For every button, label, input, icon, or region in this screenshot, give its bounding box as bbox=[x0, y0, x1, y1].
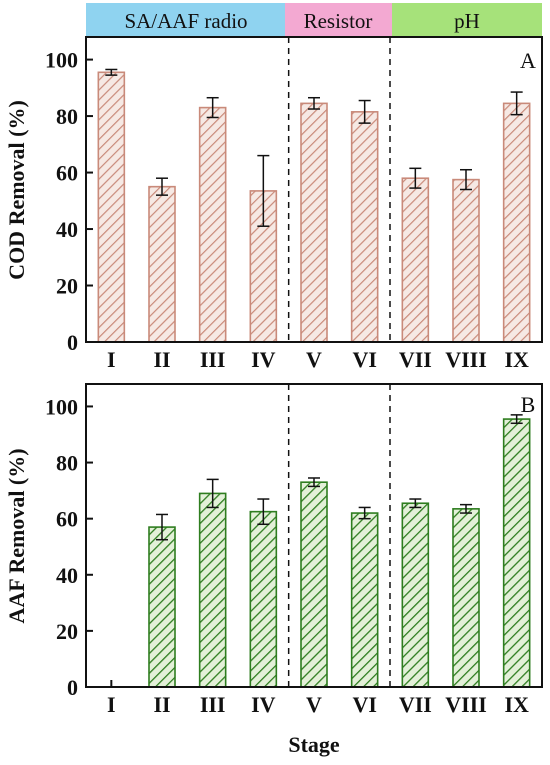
aaf-bar-VII bbox=[401, 502, 430, 688]
cod-y-tick-label: 100 bbox=[45, 48, 78, 73]
cod-bar-VIII bbox=[452, 178, 480, 343]
panel-b-y-axis-title: AAF Removal (%) bbox=[4, 448, 29, 623]
aaf-y-tick-label: 60 bbox=[56, 507, 78, 532]
aaf-y-tick-label: 100 bbox=[45, 394, 78, 419]
band-resistor-bg bbox=[285, 3, 392, 37]
cod-x-tick-label: III bbox=[200, 347, 226, 372]
aaf-y-tick-label: 0 bbox=[67, 675, 78, 700]
cod-bar-V bbox=[300, 102, 328, 343]
cod-bar-IX bbox=[502, 102, 531, 343]
cod-bar-I bbox=[97, 71, 126, 343]
aaf-x-tick-label: I bbox=[107, 692, 116, 717]
aaf-y-tick-label: 40 bbox=[56, 563, 78, 588]
cod-x-tick-label: VIII bbox=[445, 347, 487, 372]
aaf-y-tick-label: 80 bbox=[56, 451, 78, 476]
cod-y-tick-label: 40 bbox=[56, 217, 78, 242]
cod-bar-VI bbox=[350, 111, 379, 343]
cod-x-tick-label: V bbox=[306, 347, 322, 372]
aaf-x-tick-label: VIII bbox=[445, 692, 487, 717]
cod-x-tick-label: I bbox=[107, 347, 116, 372]
panel-b-letter: B bbox=[521, 392, 536, 417]
cod-x-tick-label: VII bbox=[399, 347, 432, 372]
cod-x-tick-label: VI bbox=[352, 347, 376, 372]
cod-bar-II bbox=[148, 185, 176, 343]
aaf-bar-V bbox=[300, 481, 328, 688]
band-label-sa-aaf: SA/AAF radio bbox=[124, 9, 247, 33]
band-label-ph: pH bbox=[454, 9, 480, 33]
x-axis-title: Stage bbox=[288, 732, 340, 757]
aaf-bar-VI bbox=[350, 512, 379, 688]
cod-x-tick-label: IX bbox=[504, 347, 529, 372]
aaf-x-tick-label: IX bbox=[504, 692, 529, 717]
aaf-x-tick-label: V bbox=[306, 692, 322, 717]
cod-y-tick-label: 20 bbox=[56, 274, 78, 299]
panel-a-y-axis-title: COD Removal (%) bbox=[4, 100, 29, 280]
aaf-bar-III bbox=[198, 492, 227, 688]
cod-y-tick-label: 0 bbox=[67, 330, 78, 355]
panel-b-frame bbox=[85, 383, 543, 688]
aaf-x-tick-label: III bbox=[200, 692, 226, 717]
aaf-bar-IX bbox=[502, 418, 531, 688]
cod-y-tick-label: 80 bbox=[56, 104, 78, 129]
aaf-bar-IV bbox=[249, 510, 278, 688]
cod-x-tick-label: II bbox=[153, 347, 170, 372]
aaf-x-tick-label: IV bbox=[251, 692, 276, 717]
cod-bar-VII bbox=[401, 177, 430, 343]
cod-y-tick-label: 60 bbox=[56, 161, 78, 186]
band-label-resistor: Resistor bbox=[304, 9, 373, 33]
panel-a-frame bbox=[85, 36, 543, 343]
band-ph-bg bbox=[392, 3, 542, 37]
cod-x-tick-label: IV bbox=[251, 347, 276, 372]
aaf-bar-II bbox=[148, 526, 176, 688]
aaf-x-tick-label: VII bbox=[399, 692, 432, 717]
band-sa-aaf-bg bbox=[86, 3, 285, 37]
aaf-bar-VIII bbox=[452, 508, 480, 688]
aaf-x-tick-label: II bbox=[153, 692, 170, 717]
aaf-x-tick-label: VI bbox=[352, 692, 376, 717]
aaf-y-tick-label: 20 bbox=[56, 619, 78, 644]
category-bands: SA/AAF radio Resistor pH bbox=[86, 3, 542, 37]
cod-bar-III bbox=[198, 106, 227, 343]
panel-a-letter: A bbox=[520, 48, 536, 73]
